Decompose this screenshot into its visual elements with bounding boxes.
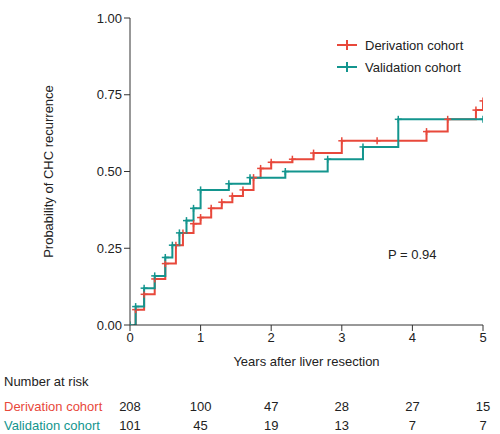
- svg-text:19: 19: [264, 418, 278, 433]
- svg-text:1.00: 1.00: [97, 11, 122, 26]
- svg-text:28: 28: [335, 399, 349, 414]
- svg-text:7: 7: [409, 418, 416, 433]
- svg-text:47: 47: [264, 399, 278, 414]
- html-text:P = 0.94: P = 0.94: [388, 247, 437, 262]
- svg-text:1: 1: [197, 330, 204, 345]
- svg-text:5: 5: [479, 330, 486, 345]
- svg-text:3: 3: [338, 330, 345, 345]
- html-text:Derivation cohort: Derivation cohort: [365, 37, 464, 53]
- svg-text:Derivation cohort: Derivation cohort: [4, 399, 103, 414]
- svg-text:0.25: 0.25: [97, 241, 122, 256]
- svg-text:Probability of CHC recurrence: Probability of CHC recurrence: [41, 85, 56, 258]
- svg-text:Years after liver resection: Years after liver resection: [233, 354, 379, 369]
- svg-text:4: 4: [409, 330, 416, 345]
- svg-text:27: 27: [405, 399, 419, 414]
- svg-text:101: 101: [119, 418, 141, 433]
- svg-text:7: 7: [479, 418, 486, 433]
- svg-text:45: 45: [193, 418, 207, 433]
- svg-text:208: 208: [119, 399, 141, 414]
- svg-text:0.50: 0.50: [97, 164, 122, 179]
- svg-text:Number at risk: Number at risk: [4, 374, 89, 389]
- svg-text:13: 13: [335, 418, 349, 433]
- svg-text:0.00: 0.00: [97, 318, 122, 333]
- html-text:Validation cohort: Validation cohort: [365, 59, 461, 75]
- svg-text:15: 15: [476, 399, 490, 414]
- svg-text:Validation cohort: Validation cohort: [4, 418, 100, 433]
- svg-text:0: 0: [126, 330, 133, 345]
- svg-text:0.75: 0.75: [97, 87, 122, 102]
- svg-text:100: 100: [190, 399, 212, 414]
- svg-text:2: 2: [268, 330, 275, 345]
